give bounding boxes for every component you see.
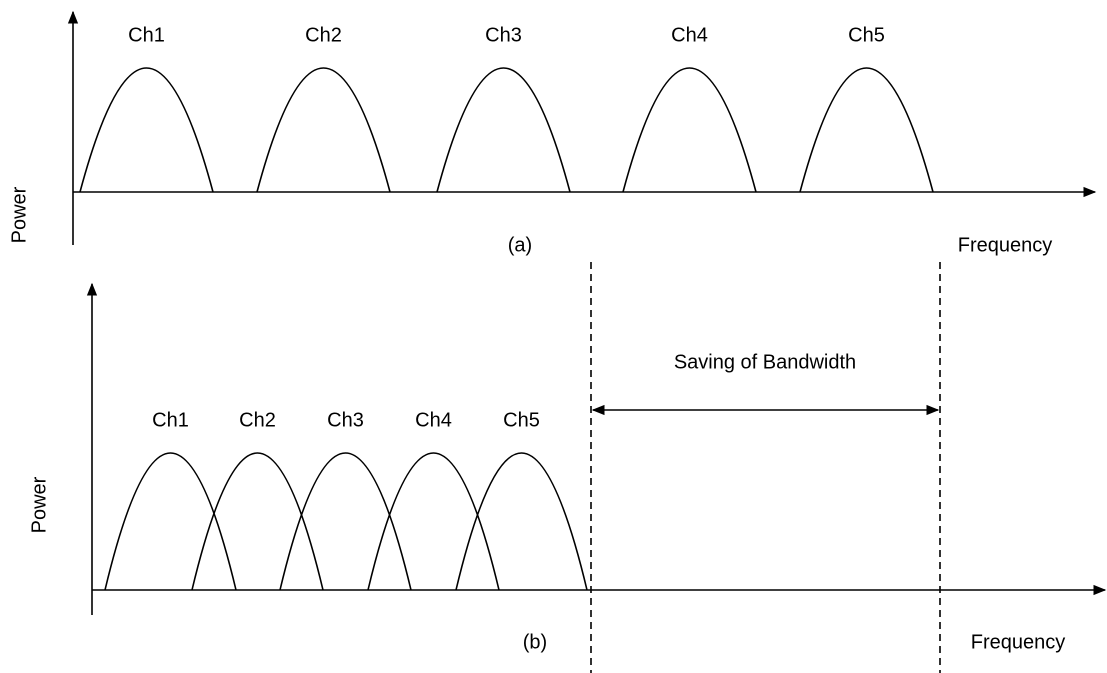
- channel-label: Ch4: [415, 409, 452, 431]
- channel-spectrum: [799, 67, 934, 193]
- x-label: Frequency: [971, 631, 1066, 653]
- caption: (b): [523, 631, 547, 653]
- channel-label: Ch2: [305, 24, 342, 46]
- y-label: Power: [28, 476, 50, 533]
- channel-spectrum: [256, 67, 391, 193]
- channel-label: Ch1: [128, 24, 165, 46]
- channel-spectrum: [436, 67, 571, 193]
- channel-spectrum: [191, 452, 324, 591]
- channel-label: Ch5: [503, 409, 540, 431]
- x-label: Frequency: [958, 234, 1053, 256]
- channel-spectrum: [455, 452, 588, 591]
- channel-spectrum: [622, 67, 757, 193]
- channel-label: Ch5: [848, 24, 885, 46]
- channel-label: Ch1: [152, 409, 189, 431]
- channel-spectrum: [367, 452, 500, 591]
- channel-label: Ch3: [485, 24, 522, 46]
- channel-spectrum: [279, 452, 412, 591]
- caption: (a): [508, 234, 532, 256]
- channel-label: Ch3: [327, 409, 364, 431]
- channel-spectrum: [79, 67, 214, 193]
- channel-label: Ch2: [239, 409, 276, 431]
- channel-spectrum: [104, 452, 237, 591]
- y-label: Power: [8, 186, 30, 243]
- channel-label: Ch4: [671, 24, 708, 46]
- annotation: Saving of Bandwidth: [674, 351, 856, 373]
